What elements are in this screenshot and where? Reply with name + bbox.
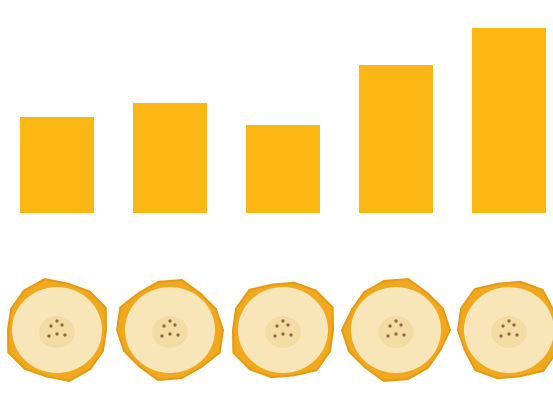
bar-5 bbox=[472, 28, 546, 213]
bars-group bbox=[20, 28, 546, 213]
banana-slice-icon bbox=[6, 278, 108, 382]
banana-slice-icon bbox=[340, 278, 452, 382]
banana-slice-icon bbox=[231, 281, 335, 379]
bar-4 bbox=[359, 65, 433, 213]
bar-1 bbox=[20, 117, 94, 213]
bar-3 bbox=[246, 125, 320, 213]
banana-slice-icon bbox=[456, 280, 553, 380]
banana-slices-group bbox=[6, 278, 553, 382]
banana-slice-icon bbox=[115, 278, 225, 382]
bar-2 bbox=[133, 103, 207, 213]
